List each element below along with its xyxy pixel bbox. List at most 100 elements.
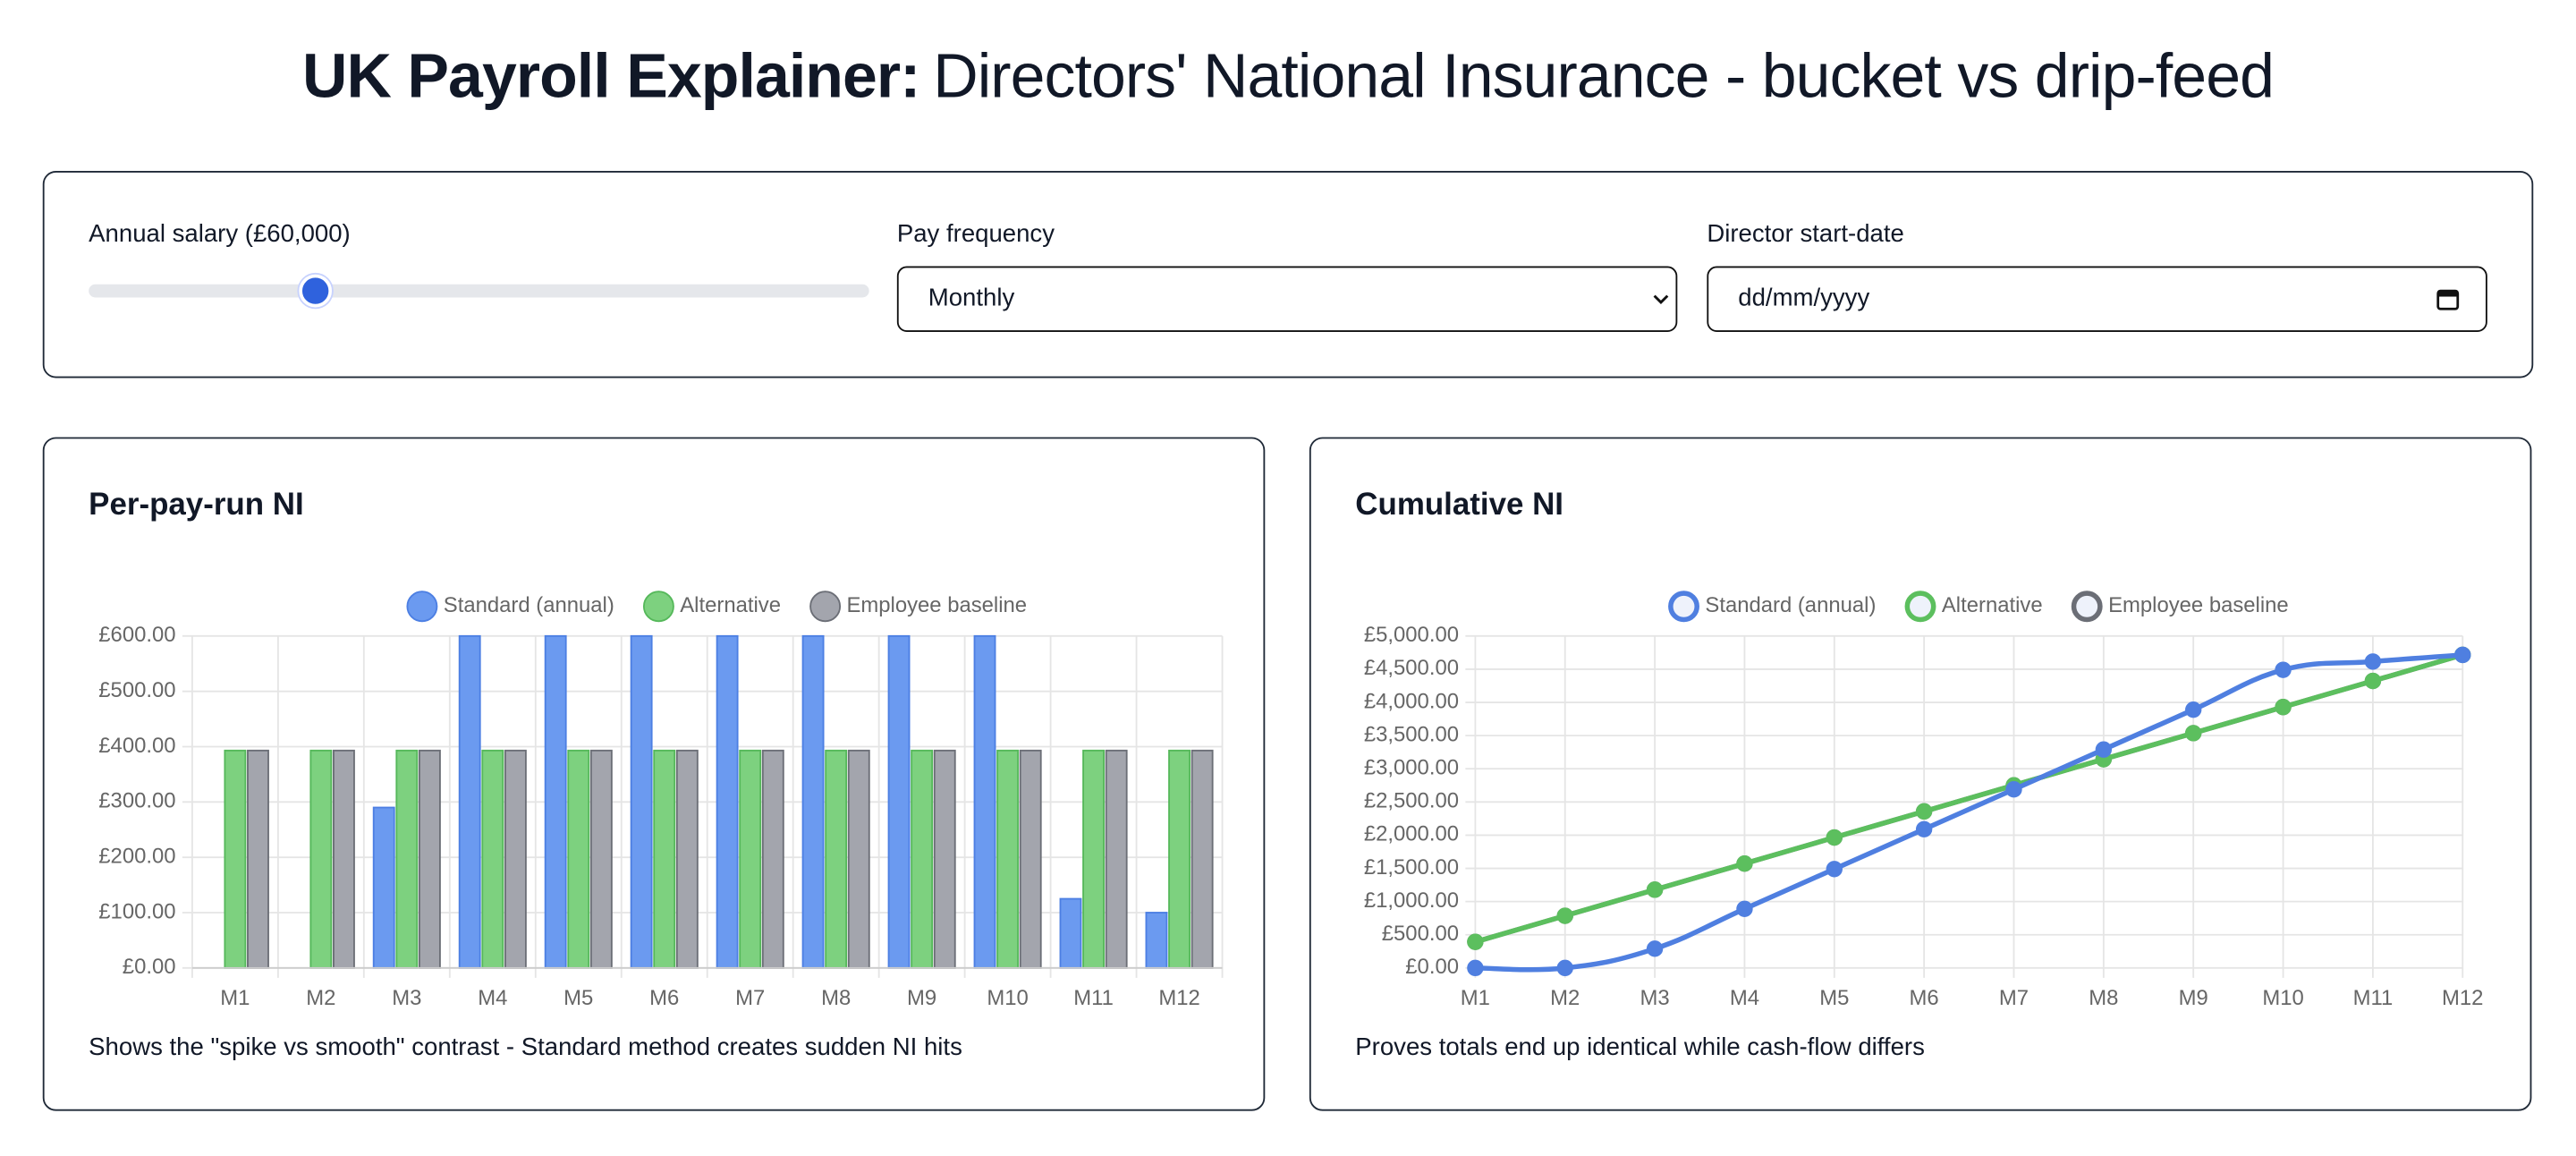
y-tick-label: £300.00 (98, 789, 175, 813)
x-tick-label: M9 (2179, 986, 2208, 1010)
frequency-label: Pay frequency (896, 220, 1055, 249)
x-tick-label: M4 (1730, 986, 1759, 1010)
y-tick-label: £5,000.00 (1364, 623, 1459, 647)
point (2275, 661, 2292, 678)
x-tick-label: M10 (2262, 986, 2303, 1010)
bar (887, 634, 911, 969)
bar (309, 749, 333, 969)
salary-label: Annual salary (£60,000) (89, 220, 351, 249)
y-tick-label: £3,500.00 (1364, 722, 1459, 746)
y-tick-label: £4,000.00 (1364, 689, 1459, 713)
chart: £0.00 £100.00 £200.00 £300.00 £400.00 £500.00… (98, 591, 1224, 1010)
bar (1105, 749, 1128, 969)
bar (825, 749, 848, 969)
point (1826, 861, 1843, 878)
point (2005, 781, 2022, 798)
bar (567, 749, 590, 969)
x-tick-label: M11 (2353, 986, 2394, 1010)
chart-title: Cumulative NI (1355, 488, 1564, 523)
bar-chart-card: Per-pay-run NI £0.00 £100.00 £200.00 £300.0… (42, 437, 1266, 1111)
point (2454, 646, 2471, 664)
point (2185, 725, 2202, 742)
title-bold: UK Payroll Explainer: (301, 42, 920, 112)
legend-item: Standard (annual) (406, 591, 614, 623)
y-tick-label: £200.00 (98, 844, 175, 868)
y-tick-label: £2,500.00 (1364, 789, 1459, 813)
legend-label: Standard (annual) (1705, 593, 1876, 617)
y-tick-label: £100.00 (98, 899, 175, 923)
cal-head (2437, 291, 2458, 297)
point (1736, 900, 1753, 917)
x-tick-label: M12 (1158, 986, 1199, 1010)
x-tick-label: M6 (649, 986, 679, 1010)
series-line (1475, 652, 2463, 973)
x-tick-label: M9 (907, 986, 936, 1010)
legend-swatch (1668, 591, 1699, 623)
x-tick-label: M1 (220, 986, 250, 1010)
slider-thumb[interactable] (299, 274, 333, 308)
legend-label: Employee baseline (2108, 593, 2289, 617)
bar (247, 749, 269, 969)
legend-item: Employee baseline (2071, 591, 2289, 623)
x-tick-label: M7 (735, 986, 765, 1010)
point (1915, 803, 1933, 820)
bar (1191, 749, 1214, 969)
y-tick-label: £3,000.00 (1364, 756, 1459, 780)
legend-swatch (406, 591, 438, 623)
bar (458, 634, 481, 969)
y-tick-label: £4,500.00 (1364, 656, 1459, 680)
salary-slider[interactable] (89, 284, 869, 298)
series-line (1474, 652, 2464, 945)
point (2364, 672, 2382, 690)
x-tick-label: M3 (1640, 986, 1670, 1010)
point (1467, 959, 1484, 977)
x-tick-label: M2 (306, 986, 335, 1010)
x-tick-label: M7 (1999, 986, 2029, 1010)
legend-item: Employee baseline (809, 591, 1027, 623)
x-tick-label: M3 (392, 986, 421, 1010)
bar (1059, 897, 1082, 969)
point (2364, 653, 2382, 670)
bar (1082, 749, 1106, 969)
point (1556, 907, 1573, 924)
legend-item: Standard (annual) (1668, 591, 1876, 623)
y-tick-label: £2,000.00 (1364, 822, 1459, 846)
bar (418, 749, 441, 969)
point (2095, 741, 2113, 758)
y-tick-label: £400.00 (98, 734, 175, 758)
x-tick-label: M2 (1550, 986, 1580, 1010)
bar (675, 749, 699, 969)
y-tick-label: £500.00 (98, 678, 175, 702)
bar (1145, 912, 1168, 969)
chart-caption: Proves totals end up identical while cas… (1355, 1033, 1925, 1062)
legend-label: Alternative (680, 593, 781, 617)
start-date-input[interactable]: dd/mm/yyyy (1707, 266, 2487, 333)
bar (589, 749, 613, 969)
chevron (1653, 294, 1669, 305)
bar (372, 806, 395, 969)
point (1646, 940, 1664, 957)
y-tick-label: £600.00 (98, 623, 175, 647)
point (1736, 855, 1753, 872)
bar (504, 749, 527, 969)
page-title: UK Payroll Explainer: Directors' National… (0, 43, 2576, 114)
frequency-select[interactable]: Monthly (896, 266, 1678, 333)
legend-item: Alternative (1904, 591, 2043, 623)
controls-card: Annual salary (£60,000) Pay frequency Mo… (42, 171, 2534, 378)
x-tick-label: M8 (2089, 986, 2118, 1010)
bar (973, 634, 996, 969)
calendar-icon[interactable] (2436, 287, 2460, 310)
bar (911, 749, 934, 969)
bar (761, 749, 784, 969)
x-tick-label: M4 (478, 986, 507, 1010)
y-tick-label: £500.00 (1382, 922, 1459, 946)
bar (716, 634, 739, 969)
select-value: Monthly (928, 284, 1015, 312)
title-rest: Directors' National Insurance - bucket v… (933, 42, 2275, 112)
legend-swatch (1904, 591, 1936, 623)
point (2185, 701, 2202, 718)
y-tick-label: £0.00 (123, 955, 176, 979)
legend-label: Employee baseline (846, 593, 1027, 617)
point (1646, 881, 1664, 898)
